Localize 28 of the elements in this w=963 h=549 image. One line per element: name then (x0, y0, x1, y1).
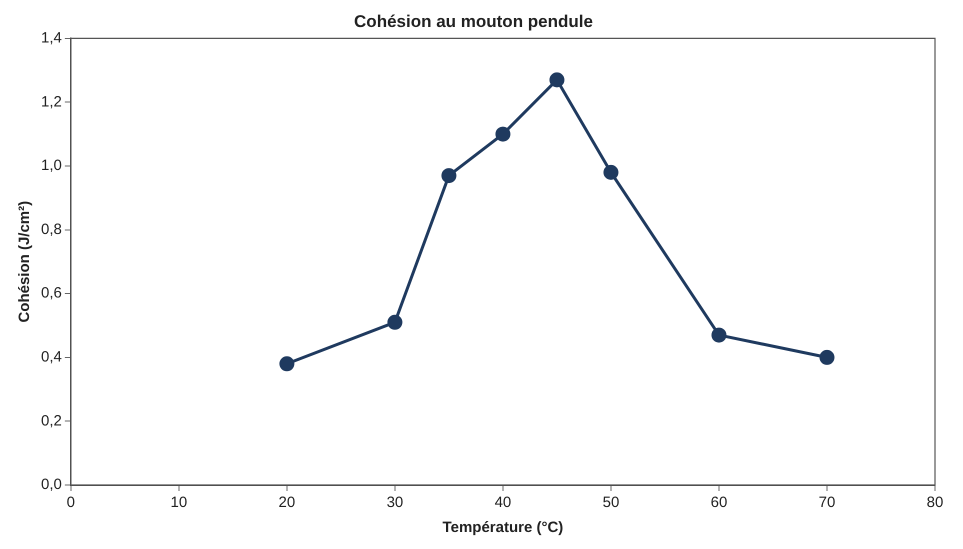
point (711, 328, 726, 343)
x-axis-title: Température (°C) (442, 519, 564, 536)
point (387, 314, 402, 330)
x-tick-label: 80 (926, 494, 944, 512)
y-tick-label: 1,0 (40, 157, 62, 174)
y-tick-label: 0,8 (40, 220, 62, 238)
y-tick-label: 0,4 (40, 348, 62, 366)
point (549, 72, 564, 88)
x-tick-label: 70 (818, 494, 836, 512)
x-tick-label: 40 (494, 494, 512, 512)
y-tick-label: 1,2 (40, 93, 62, 110)
y-axis-title: Cohésion (J/cm²) (16, 200, 34, 323)
point (819, 350, 834, 365)
point (495, 126, 510, 142)
y-tick-label: 0,0 (40, 476, 62, 494)
point (279, 356, 294, 372)
x-tick-label: 50 (602, 494, 620, 512)
chart-title: Cohésion au mouton pendule (354, 12, 593, 31)
y-tick-label: 0,2 (40, 412, 62, 430)
x-tick-label: 30 (386, 494, 404, 512)
x-tick-label: 60 (710, 494, 728, 512)
point (441, 168, 456, 184)
y-tick-label: 0,6 (40, 284, 62, 302)
x-tick-label: 10 (170, 494, 188, 512)
point (603, 164, 618, 180)
x-tick-label: 0 (66, 494, 76, 512)
x-tick-label: 20 (278, 494, 296, 512)
y-tick-label: 1,4 (40, 30, 62, 47)
